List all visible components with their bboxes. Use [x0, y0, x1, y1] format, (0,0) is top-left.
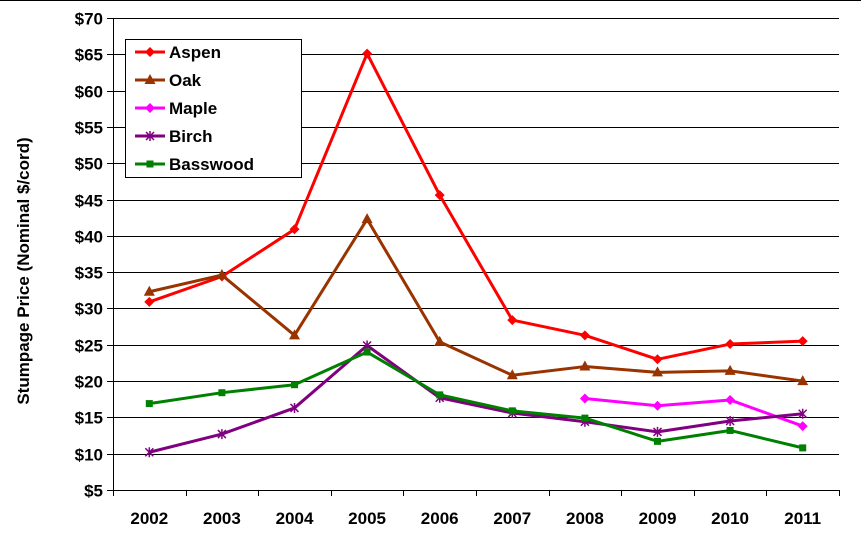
point-aspen: [653, 354, 663, 364]
legend: Aspen Oak Maple Birch Basswood: [126, 40, 302, 178]
x-tick-label: 2003: [203, 509, 241, 528]
x-tick-label: 2005: [348, 509, 386, 528]
point-basswood: [581, 415, 588, 422]
y-tick-label: $35: [75, 264, 103, 283]
point-maple: [798, 421, 808, 431]
legend-label-birch: Birch: [169, 127, 212, 146]
legend-label-maple: Maple: [169, 99, 217, 118]
x-tick-label: 2004: [276, 509, 314, 528]
point-aspen: [362, 49, 372, 59]
series-line-maple: [585, 399, 803, 427]
series-oak: [144, 213, 808, 385]
series-line-oak: [149, 219, 802, 381]
y-axis-title: Stumpage Price (Nominal $/cord): [14, 137, 33, 404]
x-tick-label: 2007: [493, 509, 531, 528]
y-tick-label: $20: [75, 373, 103, 392]
point-maple: [580, 394, 590, 404]
point-basswood: [654, 438, 661, 445]
x-tick-label: 2008: [566, 509, 604, 528]
y-tick-labels: $5 $10 $15 $20 $25 $30 $35 $40 $45 $50 $55 $60 $65 $7…: [75, 10, 103, 501]
point-basswood: [364, 349, 371, 356]
y-tick-label: $50: [75, 155, 103, 174]
y-tick-label: $10: [75, 446, 103, 465]
point-basswood: [146, 400, 153, 407]
series-line-birch: [149, 345, 802, 452]
point-maple: [653, 401, 663, 411]
point-aspen: [798, 336, 808, 346]
x-tick-label: 2002: [130, 509, 168, 528]
y-tick-label: $60: [75, 83, 103, 102]
y-tick-label: $5: [84, 482, 103, 501]
y-tick-label: $70: [75, 10, 103, 29]
point-maple: [725, 395, 735, 405]
y-tick-label: $30: [75, 300, 103, 319]
legend-label-basswood: Basswood: [169, 155, 254, 174]
y-tick-label: $25: [75, 337, 103, 356]
legend-label-oak: Oak: [169, 71, 202, 90]
y-tick-label: $40: [75, 228, 103, 247]
x-tick-label: 2010: [711, 509, 749, 528]
legend-label-aspen: Aspen: [169, 43, 221, 62]
point-aspen: [725, 339, 735, 349]
point-basswood: [218, 389, 225, 396]
point-basswood: [727, 427, 734, 434]
y-tick-label: $15: [75, 409, 103, 428]
point-oak: [362, 213, 373, 223]
y-tick-label: $65: [75, 46, 103, 65]
x-tick-labels: 2002 2003 2004 2005 2006 2007 2008 2009 2010 2011: [130, 509, 821, 528]
point-basswood: [509, 407, 516, 414]
point-basswood: [799, 444, 806, 451]
point-basswood: [291, 381, 298, 388]
legend-marker-basswood: [147, 161, 154, 168]
point-aspen: [144, 297, 154, 307]
point-basswood: [436, 391, 443, 398]
series-basswood: [146, 349, 806, 452]
series-line-basswood: [149, 352, 802, 448]
point-aspen: [580, 330, 590, 340]
y-tick-label: $55: [75, 119, 103, 138]
x-tick-label: 2011: [784, 509, 821, 528]
y-tick-label: $45: [75, 192, 103, 211]
x-tick-label: 2009: [639, 509, 677, 528]
x-tick-label: 2006: [421, 509, 459, 528]
